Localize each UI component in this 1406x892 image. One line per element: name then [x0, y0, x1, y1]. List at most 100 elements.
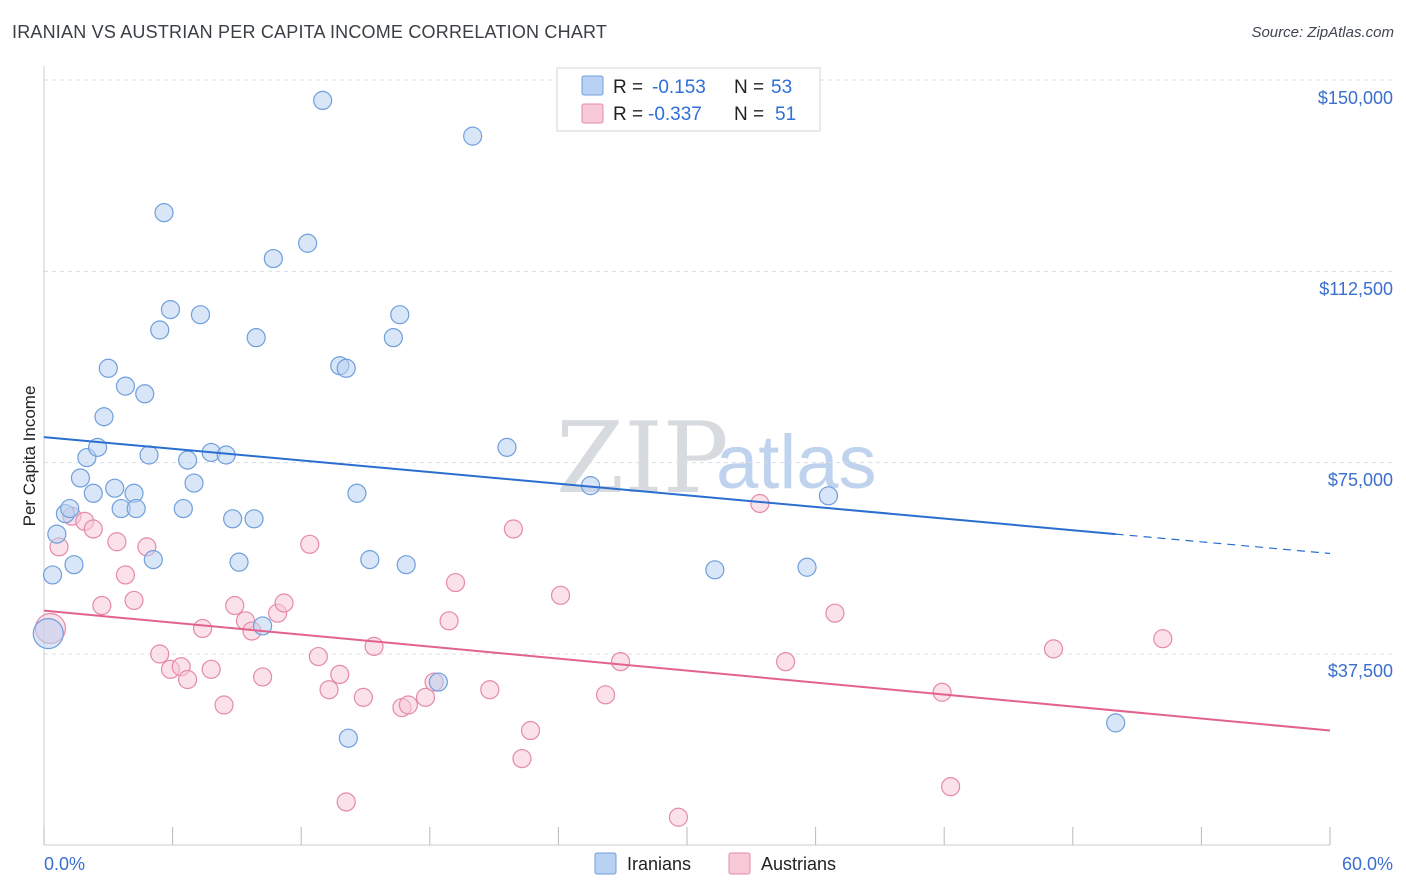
iranians-point — [150, 320, 170, 340]
austrians-point — [595, 685, 616, 705]
iranians-point — [178, 450, 198, 470]
iranians-point — [60, 498, 80, 519]
iranians-point — [383, 328, 403, 348]
bottom-legend-label-austrians: Austrians — [761, 854, 836, 874]
austrians-point — [300, 534, 320, 554]
iranians-point — [184, 473, 204, 493]
series-legend: Iranians Austrians — [594, 852, 836, 875]
austrians-point — [775, 652, 796, 672]
iranians-point — [338, 728, 358, 748]
legend-swatch-austrians — [581, 103, 604, 124]
austrians-point — [503, 519, 523, 539]
iranians-point — [818, 486, 839, 506]
iranians-point — [360, 550, 380, 570]
watermark-zip: ZIP — [556, 402, 729, 516]
austrians-point — [550, 585, 571, 605]
iranians-point — [336, 358, 356, 378]
iranians-point — [47, 524, 67, 544]
legend-r-label-austrians: R = — [613, 104, 643, 125]
austrians-point — [932, 682, 952, 702]
y-axis-title: Per Capita Income — [20, 386, 39, 527]
austrians-series — [34, 493, 1173, 827]
austrians-point — [107, 532, 127, 552]
y-tick-label-75000: $75,000 — [1328, 470, 1393, 490]
iranians-point — [705, 560, 725, 580]
iranians-point — [244, 509, 264, 529]
austrians-point — [124, 590, 144, 611]
legend-n-label-iranians: N = — [734, 77, 764, 98]
iranians-point — [396, 555, 416, 575]
legend-swatch-iranians — [581, 75, 604, 96]
chart-title: IRANIAN VS AUSTRIAN PER CAPITA INCOME CO… — [12, 22, 608, 42]
iranians-point — [143, 550, 163, 570]
source-note: Source: ZipAtlas.com — [1251, 24, 1394, 41]
austrians-point — [398, 695, 418, 715]
bottom-legend-swatch-austrians — [728, 852, 751, 875]
bottom-legend-label-iranians: Iranians — [627, 854, 691, 874]
iranians-point — [70, 468, 91, 488]
austrians-point — [115, 565, 136, 585]
austrians-point — [83, 519, 103, 539]
iranians-point — [313, 90, 333, 111]
austrians-point — [214, 695, 234, 715]
legend-r-value-iranians: -0.153 — [652, 77, 706, 98]
austrians-point — [308, 646, 328, 667]
iranians-point — [173, 498, 193, 519]
iranians-point — [190, 305, 211, 325]
iranians-point — [160, 300, 181, 320]
austrians-point — [668, 807, 689, 827]
austrians-point — [480, 680, 500, 700]
austrians-point — [319, 680, 339, 700]
iranians-point — [94, 407, 114, 427]
austrians-point — [150, 644, 170, 664]
legend-n-value-austrians: 51 — [775, 104, 796, 125]
austrians-trend-line — [43, 609, 1331, 732]
iranians-point — [98, 358, 118, 378]
austrians-point — [512, 748, 532, 769]
iranians-point — [347, 483, 367, 503]
y-tick-label-112500: $112,500 — [1319, 279, 1393, 299]
austrians-point — [1043, 639, 1064, 659]
iranians-point — [428, 672, 448, 692]
iranians-point — [223, 509, 243, 529]
austrians-point — [336, 792, 356, 812]
austrians-point — [415, 687, 436, 707]
iranians-point — [135, 384, 155, 404]
austrians-point — [330, 664, 350, 685]
iranians-point — [42, 565, 63, 585]
austrians-point — [439, 611, 459, 631]
iranians-point — [463, 126, 483, 146]
legend-r-value-austrians: -0.337 — [648, 104, 702, 125]
x-tick-label-min: 0.0% — [44, 854, 85, 874]
iranians-point — [64, 555, 84, 575]
iranians-trend-line — [43, 436, 1116, 536]
austrians-point — [193, 618, 213, 639]
x-tick-label-max: 60.0% — [1342, 854, 1393, 874]
iranians-point — [126, 498, 146, 519]
iranians-point — [390, 305, 410, 325]
austrians-point — [520, 720, 541, 741]
austrians-point — [353, 687, 373, 707]
iranians-point — [115, 376, 136, 396]
austrians-point — [941, 777, 961, 797]
austrians-point — [201, 659, 221, 679]
legend-n-value-iranians: 53 — [771, 77, 792, 98]
axes — [43, 66, 1331, 846]
austrians-point — [825, 603, 845, 623]
austrians-point — [253, 667, 273, 687]
iranians-point — [139, 445, 159, 465]
bottom-legend-swatch-iranians — [594, 852, 617, 875]
iranians-point — [263, 248, 283, 269]
legend-n-label-austrians: N = — [734, 104, 764, 125]
austrians-point — [610, 652, 631, 672]
iranians-point — [229, 552, 249, 572]
y-tick-label-150000: $150,000 — [1318, 88, 1393, 108]
iranians-series — [32, 90, 1126, 748]
iranians-point — [298, 233, 318, 253]
iranians-point — [1106, 713, 1126, 733]
austrians-point — [1153, 629, 1173, 649]
iranians-point — [83, 483, 103, 503]
austrians-point — [178, 669, 198, 690]
iranians-point — [246, 328, 266, 348]
